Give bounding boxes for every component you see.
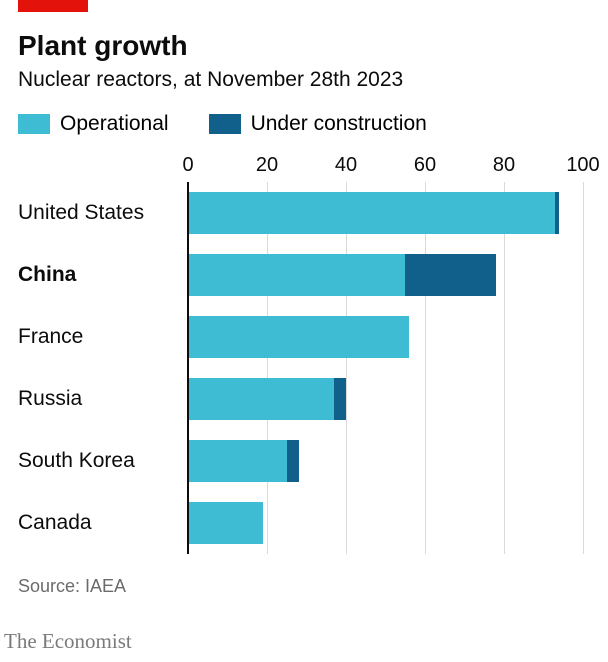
category-label: France [18, 325, 83, 349]
plot-area: 020406080100 United StatesChinaFranceRus… [18, 154, 583, 554]
chart-container: Plant growth Nuclear reactors, at Novemb… [0, 0, 608, 597]
axis-tick-label: 80 [493, 154, 515, 177]
bar-segment-operational [188, 192, 555, 234]
bar-segment-operational [188, 502, 263, 544]
bar-track [188, 502, 263, 544]
x-axis: 020406080100 [18, 154, 583, 182]
axis-baseline [187, 182, 189, 554]
category-label: South Korea [18, 449, 135, 473]
source-line: Source: IAEA [18, 576, 608, 597]
gridline [583, 182, 584, 554]
bars-area: United States China France Russia South Kore… [18, 182, 583, 554]
legend-swatch [209, 114, 241, 134]
legend-item: Operational [18, 112, 169, 136]
bar-segment-under-construction [555, 192, 559, 234]
axis-tick-label: 0 [182, 154, 193, 177]
bar-row: France [18, 306, 583, 368]
chart-title: Plant growth [18, 30, 608, 62]
bar-track [188, 254, 496, 296]
bar-segment-operational [188, 316, 409, 358]
category-label: China [18, 263, 76, 287]
bar-track [188, 378, 346, 420]
bar-segment-under-construction [405, 254, 496, 296]
publication-credit: The Economist [4, 629, 132, 654]
bar-segment-operational [188, 254, 405, 296]
legend-swatch [18, 114, 50, 134]
bar-row: South Korea [18, 430, 583, 492]
bar-row: United States [18, 182, 583, 244]
category-label: Canada [18, 511, 92, 535]
axis-tick-label: 60 [414, 154, 436, 177]
axis-tick-label: 20 [256, 154, 278, 177]
bar-track [188, 440, 299, 482]
chart-subtitle: Nuclear reactors, at November 28th 2023 [18, 68, 608, 92]
category-label: Russia [18, 387, 82, 411]
axis-tick-label: 100 [566, 154, 599, 177]
bar-segment-operational [188, 378, 334, 420]
bar-row: China [18, 244, 583, 306]
brand-red-tab [18, 0, 88, 12]
legend-label: Operational [60, 112, 169, 136]
axis-tick-label: 40 [335, 154, 357, 177]
bar-segment-operational [188, 440, 287, 482]
bar-row: Russia [18, 368, 583, 430]
bar-segment-under-construction [334, 378, 346, 420]
bar-track [188, 192, 559, 234]
legend-item: Under construction [209, 112, 427, 136]
legend: Operational Under construction [18, 112, 608, 136]
bar-row: Canada [18, 492, 583, 554]
legend-label: Under construction [251, 112, 427, 136]
bar-track [188, 316, 409, 358]
category-label: United States [18, 201, 144, 225]
bar-segment-under-construction [287, 440, 299, 482]
